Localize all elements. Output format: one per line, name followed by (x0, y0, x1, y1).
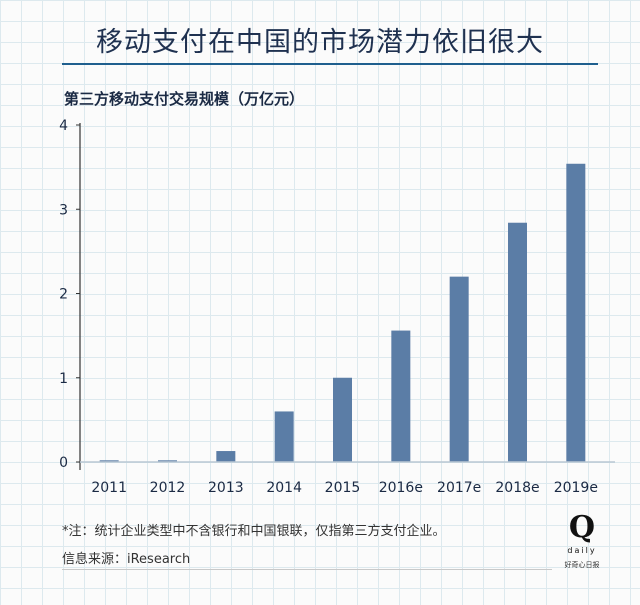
x-tick-label: 2017e (437, 480, 481, 496)
bar-2014 (274, 411, 294, 462)
x-tick-label: 2012 (150, 480, 186, 496)
logo-word: daily (567, 546, 597, 555)
source-divider (62, 569, 552, 570)
x-tick-label: 2019e (554, 480, 598, 496)
bar-2016e (391, 330, 411, 462)
logo-mark: Q (568, 510, 596, 545)
bar-2017e (449, 276, 469, 462)
logo-caption: 好奇心日报 (564, 561, 600, 569)
x-tick-label: 2013 (208, 480, 244, 496)
y-tick-label: 2 (59, 287, 68, 303)
y-tick-label: 0 (59, 455, 68, 471)
bar-2019e (566, 163, 586, 462)
x-tick-label: 2018e (495, 480, 539, 496)
x-tick-label: 2015 (325, 480, 361, 496)
footnote: *注：统计企业类型中不含银行和中国银联，仅指第三方支付企业。 (62, 524, 446, 539)
y-tick-label: 4 (59, 118, 68, 134)
bar-2012 (158, 460, 177, 462)
x-tick-label: 2011 (91, 480, 127, 496)
bar-2011 (99, 460, 119, 462)
bar-2013 (216, 451, 236, 462)
chart-title: 移动支付在中国的市场潜力依旧很大 (96, 27, 544, 58)
x-tick-label: 2016e (379, 480, 423, 496)
y-tick-label: 3 (59, 202, 68, 218)
source-note: 信息来源：iResearch (62, 552, 191, 567)
y-tick-label: 1 (59, 371, 68, 387)
bar-2018e (508, 222, 527, 462)
chart-subtitle: 第三方移动支付交易规模（万亿元） (64, 90, 305, 108)
title-underline (62, 63, 598, 65)
bar-chart: 0 1 2 3 4 2011 2012 2013 2014 2015 2016e 2017e 2018e… (59, 118, 615, 496)
x-tick-label: 2014 (266, 480, 302, 496)
bar-2015 (333, 377, 352, 462)
